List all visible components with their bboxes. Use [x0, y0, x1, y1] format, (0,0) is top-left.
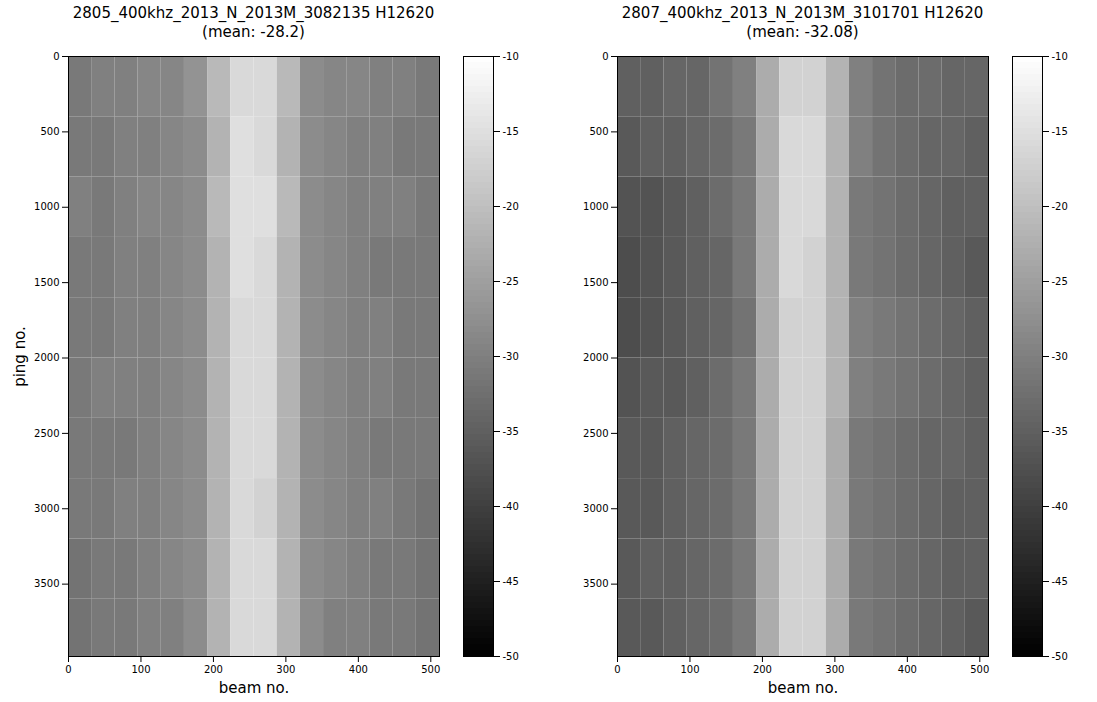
- svg-text:500: 500: [970, 664, 989, 675]
- svg-text:-10: -10: [503, 51, 519, 62]
- svg-text:200: 200: [753, 664, 772, 675]
- svg-text:-15: -15: [1052, 126, 1068, 137]
- svg-text:-35: -35: [503, 426, 519, 437]
- svg-text:-30: -30: [503, 351, 519, 362]
- svg-text:0: 0: [602, 51, 608, 62]
- html-text:2805_400khz_2013_N_2013M_30821: 2805_400khz_2013_N_2013M_3082135 H12620: [72, 4, 435, 22]
- svg-text:2000: 2000: [34, 352, 59, 363]
- svg-text:3000: 3000: [583, 503, 608, 514]
- svg-text:500: 500: [421, 664, 440, 675]
- svg-text:2000: 2000: [583, 352, 608, 363]
- svg-text:3500: 3500: [583, 578, 608, 589]
- svg-text:-25: -25: [1052, 276, 1068, 287]
- svg-text:0: 0: [65, 664, 71, 675]
- html-text:2807_400khz_2013_N_2013M_31017: 2807_400khz_2013_N_2013M_3101701 H12620: [621, 4, 984, 22]
- svg-text:2500: 2500: [583, 428, 608, 439]
- svg-text:-45: -45: [503, 576, 519, 587]
- svg-text:0: 0: [53, 51, 59, 62]
- svg-text:-50: -50: [503, 651, 519, 662]
- svg-text:1000: 1000: [34, 201, 59, 212]
- svg-text:-15: -15: [503, 126, 519, 137]
- svg-text:beam no.: beam no.: [219, 679, 290, 697]
- svg-text:100: 100: [680, 664, 699, 675]
- svg-text:1500: 1500: [583, 277, 608, 288]
- svg-text:2500: 2500: [34, 428, 59, 439]
- svg-text:-25: -25: [503, 276, 519, 287]
- svg-text:-35: -35: [1052, 426, 1068, 437]
- svg-text:100: 100: [131, 664, 150, 675]
- svg-text:-40: -40: [503, 501, 519, 512]
- svg-text:3000: 3000: [34, 503, 59, 514]
- svg-text:200: 200: [204, 664, 223, 675]
- svg-text:300: 300: [276, 664, 295, 675]
- svg-text:-40: -40: [1052, 501, 1068, 512]
- svg-text:0: 0: [614, 664, 620, 675]
- svg-text:500: 500: [589, 126, 608, 137]
- html-text:(mean: -32.08): (mean: -32.08): [746, 23, 859, 41]
- svg-text:1500: 1500: [34, 277, 59, 288]
- svg-text:3500: 3500: [34, 578, 59, 589]
- svg-text:-10: -10: [1052, 51, 1068, 62]
- svg-text:400: 400: [349, 664, 368, 675]
- svg-text:-30: -30: [1052, 351, 1068, 362]
- svg-text:500: 500: [40, 126, 59, 137]
- svg-text:400: 400: [898, 664, 917, 675]
- svg-text:300: 300: [825, 664, 844, 675]
- svg-text:-20: -20: [1052, 201, 1068, 212]
- html-text:(mean: -28.2): (mean: -28.2): [202, 23, 305, 41]
- svg-text:1000: 1000: [583, 201, 608, 212]
- svg-text:-50: -50: [1052, 651, 1068, 662]
- svg-text:beam no.: beam no.: [768, 679, 839, 697]
- svg-text:-45: -45: [1052, 576, 1068, 587]
- svg-text:-20: -20: [503, 201, 519, 212]
- svg-text:ping no.: ping no.: [11, 326, 29, 387]
